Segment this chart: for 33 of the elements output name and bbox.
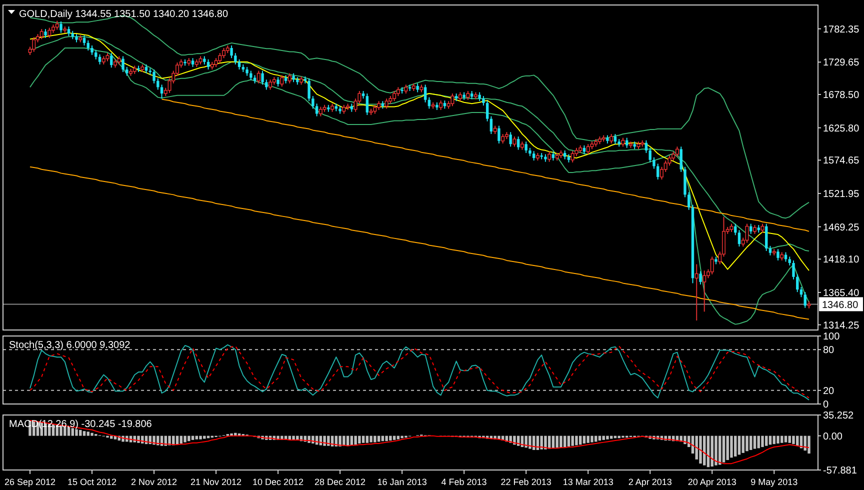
x-tick-label: 13 Mar 2013 xyxy=(562,477,614,487)
y-tick-label: 1469.25 xyxy=(823,222,860,234)
x-tick-label: 16 Jan 2013 xyxy=(377,477,427,487)
y-tick-label: 1625.80 xyxy=(823,123,860,134)
y-tick-label: 0.00 xyxy=(823,431,843,442)
ref-line-label: 1346.80 xyxy=(822,300,859,312)
x-tick-label: 22 Feb 2013 xyxy=(500,477,552,487)
y-tick-label: 1678.50 xyxy=(823,90,860,101)
y-tick-label: 1418.10 xyxy=(823,254,860,266)
chart-title: Stoch(5,3,3) 6.0000 9.3092 xyxy=(9,340,131,351)
y-tick-label: 100 xyxy=(823,332,840,342)
y-tick-label: 35.252 xyxy=(823,410,854,422)
chart-title: GOLD,Daily 1344.55 1351.50 1340.20 1346.80 xyxy=(19,9,228,20)
x-tick-label: 4 Feb 2013 xyxy=(441,477,487,487)
x-tick-label: 15 Oct 2012 xyxy=(67,477,117,487)
y-tick-label: 1365.40 xyxy=(823,288,860,299)
x-tick-label: 20 Apr 2013 xyxy=(688,477,736,487)
x-tick-label: 2 Nov 2012 xyxy=(130,477,178,487)
y-tick-label: 1574.65 xyxy=(823,156,860,167)
y-tick-label: 20 xyxy=(823,386,835,397)
y-tick-label: 0 xyxy=(823,400,829,410)
x-tick-label: 28 Dec 2012 xyxy=(314,477,366,487)
x-tick-label: 26 Sep 2012 xyxy=(4,477,56,487)
x-tick-label: 2 Apr 2013 xyxy=(628,477,672,487)
y-tick-label: -57.881 xyxy=(823,466,858,476)
y-tick-label: 1782.35 xyxy=(823,24,860,36)
x-tick-label: 21 Nov 2012 xyxy=(190,477,242,487)
x-tick-label: 10 Dec 2012 xyxy=(252,477,304,487)
y-tick-label: 1521.95 xyxy=(823,188,860,200)
x-tick-label: 9 May 2013 xyxy=(750,477,798,487)
y-tick-label: 1729.65 xyxy=(823,58,860,69)
y-tick-label: 1314.25 xyxy=(823,320,860,332)
y-tick-label: 80 xyxy=(823,345,835,356)
